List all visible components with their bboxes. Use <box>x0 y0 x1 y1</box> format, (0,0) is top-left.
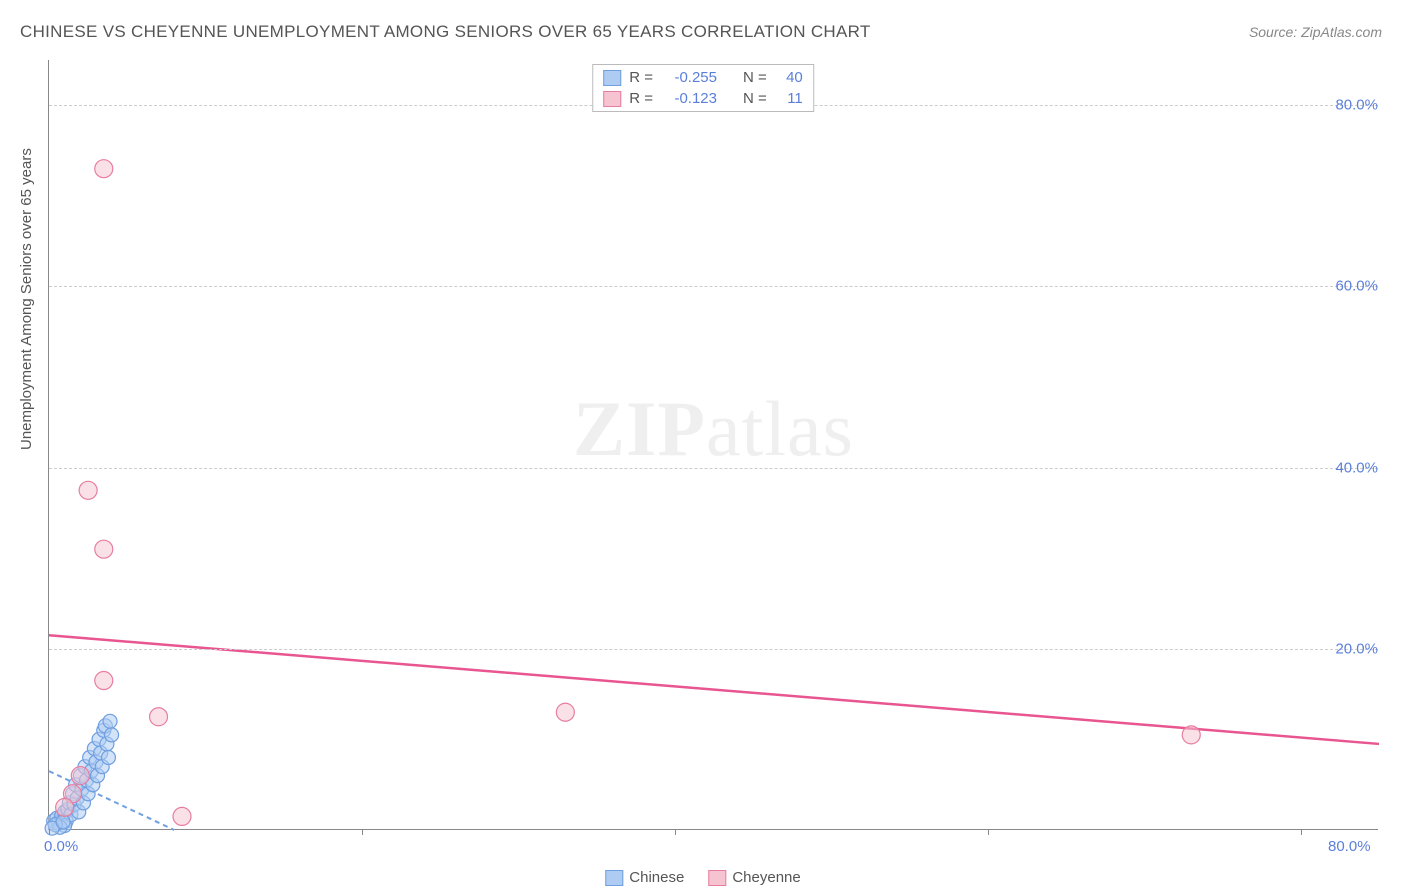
scatter-point <box>103 714 117 728</box>
y-tick-label: 40.0% <box>1322 459 1378 476</box>
plot-area: ZIPatlas <box>48 60 1378 830</box>
y-tick-label: 80.0% <box>1322 97 1378 114</box>
y-axis-label: Unemployment Among Seniors over 65 years <box>18 148 35 450</box>
scatter-point <box>101 751 115 765</box>
legend-item: Chinese <box>605 869 684 886</box>
gridline-horizontal <box>49 468 1378 469</box>
scatter-point <box>95 160 113 178</box>
trend-line <box>49 635 1379 744</box>
legend-r-value: -0.255 <box>661 69 717 86</box>
scatter-point <box>71 767 89 785</box>
scatter-point <box>105 728 119 742</box>
x-tick <box>675 829 676 835</box>
legend-r-value: -0.123 <box>661 90 717 107</box>
scatter-point <box>56 815 70 829</box>
legend-n-label: N = <box>743 69 767 86</box>
scatter-point <box>56 798 74 816</box>
legend-swatch-icon <box>708 870 726 886</box>
chart-title: CHINESE VS CHEYENNE UNEMPLOYMENT AMONG S… <box>20 22 871 42</box>
legend-r-label: R = <box>629 69 653 86</box>
y-tick-label: 20.0% <box>1322 640 1378 657</box>
scatter-point <box>95 672 113 690</box>
legend-row: R = -0.123 N = 11 <box>593 88 813 109</box>
x-tick <box>49 829 50 835</box>
series-legend: Chinese Cheyenne <box>605 869 800 886</box>
legend-label: Cheyenne <box>732 869 800 886</box>
legend-item: Cheyenne <box>708 869 800 886</box>
x-tick-label: 80.0% <box>1328 838 1371 855</box>
scatter-point <box>1182 726 1200 744</box>
correlation-legend: R = -0.255 N = 40 R = -0.123 N = 11 <box>592 64 814 112</box>
y-tick-label: 60.0% <box>1322 278 1378 295</box>
legend-label: Chinese <box>629 869 684 886</box>
scatter-point <box>79 481 97 499</box>
legend-swatch-icon <box>605 870 623 886</box>
gridline-horizontal <box>49 649 1378 650</box>
legend-n-value: 40 <box>775 69 803 86</box>
x-tick <box>988 829 989 835</box>
legend-swatch-icon <box>603 91 621 107</box>
x-tick-label: 0.0% <box>44 838 78 855</box>
legend-n-label: N = <box>743 90 767 107</box>
scatter-point <box>556 703 574 721</box>
legend-n-value: 11 <box>775 90 803 107</box>
scatter-point <box>173 807 191 825</box>
scatter-point <box>150 708 168 726</box>
scatter-svg <box>49 60 1378 829</box>
scatter-point <box>95 540 113 558</box>
legend-swatch-icon <box>603 70 621 86</box>
legend-r-label: R = <box>629 90 653 107</box>
legend-row: R = -0.255 N = 40 <box>593 67 813 88</box>
source-attribution: Source: ZipAtlas.com <box>1249 24 1382 40</box>
x-tick <box>1301 829 1302 835</box>
x-tick <box>362 829 363 835</box>
gridline-horizontal <box>49 286 1378 287</box>
